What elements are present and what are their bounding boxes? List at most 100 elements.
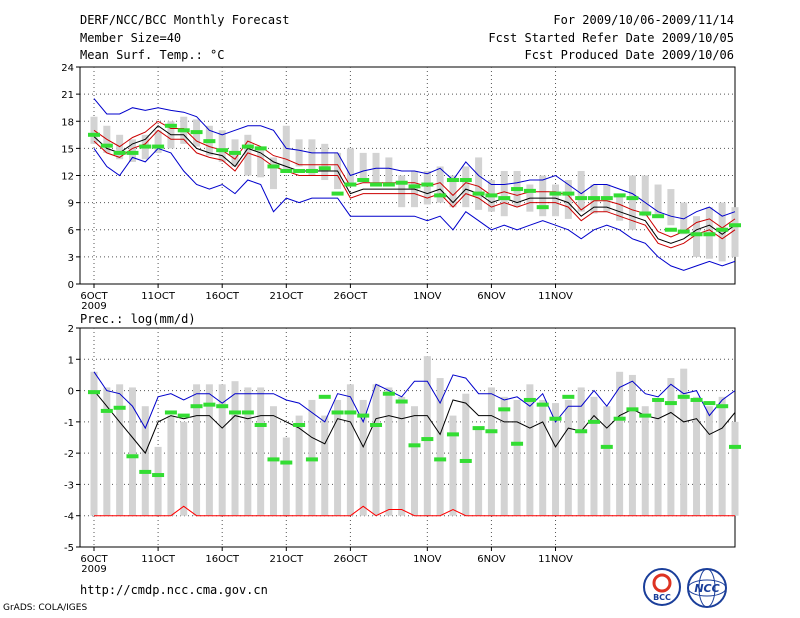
observed-marker: [652, 214, 665, 219]
ensemble-box: [193, 384, 201, 516]
ensemble-box: [269, 157, 277, 190]
member-size: Member Size=40: [80, 31, 182, 45]
observed-marker: [613, 416, 626, 421]
observed-marker: [434, 193, 447, 198]
observed-marker: [421, 182, 434, 187]
ensemble-box: [334, 399, 342, 516]
observed-marker: [485, 193, 498, 198]
ensemble-box: [321, 415, 329, 516]
observed-marker: [549, 191, 562, 196]
mean-upper-line: [93, 120, 736, 238]
ensemble-box: [398, 396, 406, 516]
y-tick-label: 21: [61, 90, 74, 101]
observed-marker: [639, 211, 652, 216]
x-year-label: 2009: [81, 301, 106, 312]
observed-marker: [331, 410, 344, 415]
ensemble-min-line: [93, 147, 736, 271]
y-tick-label: -5: [64, 543, 74, 554]
x-tick-label: 6NOV: [477, 291, 506, 302]
observed-marker: [523, 188, 536, 193]
y-tick-label: 9: [68, 199, 74, 210]
ensemble-box: [500, 396, 508, 516]
y-tick-label: 1: [68, 355, 74, 366]
ensemble-box: [564, 180, 572, 219]
observed-marker: [664, 401, 677, 406]
x-tick-label: 11NOV: [538, 554, 573, 565]
observed-marker: [446, 178, 459, 183]
x-tick-label: 16OCT: [205, 554, 240, 565]
y-tick-label: 0: [68, 387, 74, 398]
ensemble-box: [411, 406, 418, 516]
observed-marker: [216, 404, 229, 409]
x-tick-label: 6OCT: [80, 291, 108, 302]
observed-marker: [88, 390, 100, 395]
ensemble-box: [308, 139, 316, 176]
ensemble-box: [462, 166, 470, 208]
observed-marker: [229, 410, 242, 415]
x-tick-label: 26OCT: [334, 554, 369, 565]
ensemble-median-line: [93, 125, 736, 244]
observed-marker: [344, 410, 357, 415]
observed-marker: [600, 444, 613, 449]
x-tick-label: 11OCT: [141, 291, 176, 302]
ensemble-box: [628, 374, 636, 516]
ensemble-box: [218, 130, 226, 162]
observed-marker: [203, 139, 216, 144]
y-tick-label: -3: [64, 480, 74, 491]
y-tick-label: 15: [61, 144, 74, 155]
observed-marker: [100, 143, 113, 148]
observed-marker: [280, 460, 293, 465]
ensemble-box: [616, 371, 624, 516]
observed-marker: [446, 432, 459, 437]
ensemble-box: [359, 399, 367, 516]
mean-lower-line: [93, 129, 736, 249]
ensemble-box: [539, 175, 547, 217]
observed-marker: [485, 429, 498, 434]
observed-marker: [613, 193, 626, 198]
observed-marker: [190, 404, 203, 409]
ensemble-box: [641, 406, 649, 516]
ensemble-box: [500, 170, 508, 217]
ensemble-box: [693, 216, 701, 257]
observed-marker: [652, 397, 665, 402]
observed-marker: [382, 391, 395, 396]
observed-marker: [88, 132, 100, 137]
ensemble-box: [218, 384, 226, 516]
observed-marker: [370, 422, 383, 427]
forecast-start-date: Fcst Started Refer Date 2009/10/05: [488, 31, 734, 45]
ensemble-box: [449, 175, 457, 208]
source-url[interactable]: http://cmdp.ncc.cma.gov.cn: [80, 583, 268, 597]
ensemble-box: [423, 170, 431, 205]
observed-marker: [203, 402, 216, 407]
ensemble-box: [552, 403, 560, 516]
observed-marker: [357, 178, 370, 183]
observed-marker: [690, 397, 703, 402]
ensemble-box: [295, 139, 303, 167]
observed-marker: [100, 408, 113, 413]
observed-marker: [523, 397, 536, 402]
observed-marker: [177, 128, 190, 133]
bcc-logo-text: BCC: [653, 593, 671, 602]
observed-marker: [305, 457, 318, 462]
observed-marker: [241, 144, 254, 149]
x-tick-label: 21OCT: [269, 291, 304, 302]
observed-marker: [331, 191, 344, 196]
x-tick-label: 11NOV: [538, 291, 573, 302]
observed-marker: [434, 457, 447, 462]
ensemble-box: [372, 384, 380, 516]
ensemble-box: [244, 134, 252, 176]
x-year-label: 2009: [81, 564, 106, 575]
observed-marker: [511, 441, 524, 446]
ensemble-box: [128, 387, 136, 516]
ensemble-box: [564, 399, 572, 516]
ensemble-box: [398, 175, 406, 208]
ensemble-box: [346, 148, 354, 185]
ensemble-box: [731, 207, 739, 257]
observed-marker: [267, 164, 280, 169]
x-tick-label: 1NOV: [413, 291, 442, 302]
observed-marker: [113, 405, 126, 410]
x-tick-label: 1NOV: [413, 554, 442, 565]
observed-marker: [587, 419, 600, 424]
y-tick-label: 2: [68, 324, 74, 335]
